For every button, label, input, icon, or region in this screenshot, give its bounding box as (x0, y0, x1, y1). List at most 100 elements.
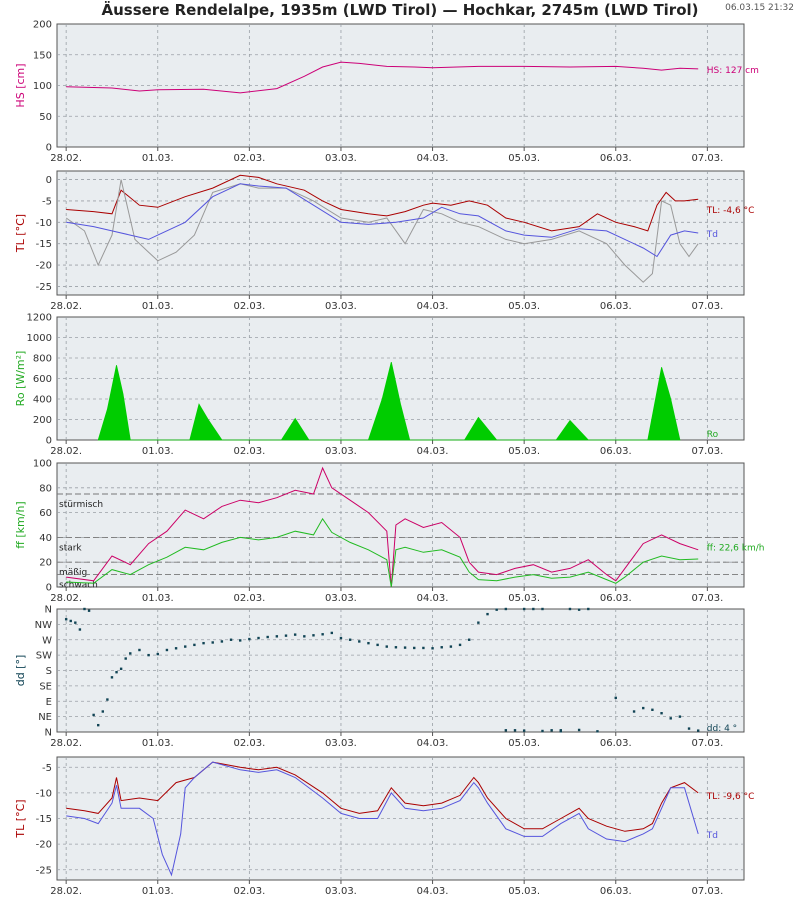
y-axis-label: ff [km/h] (14, 501, 27, 548)
y-tick-label: 80 (39, 483, 52, 494)
threshold-label: stark (59, 543, 82, 553)
y-tick-label: 0 (46, 436, 52, 447)
x-tick-label: 03.03. (325, 301, 357, 312)
data-point (174, 647, 178, 650)
y-tick-label: -10 (36, 788, 52, 799)
line-series-0 (66, 466, 699, 588)
series-end-label: TL: -4,6 °C (706, 206, 755, 216)
y-axis-label: HS [cm] (14, 63, 27, 107)
line-series-0 (66, 174, 699, 232)
line-series-1 (65, 179, 699, 283)
x-tick-label: 28.02. (50, 738, 82, 749)
x-tick-label: 03.03. (325, 593, 357, 604)
data-point (642, 706, 645, 710)
data-point (468, 638, 471, 641)
series-end-label: dd: 4 ° (707, 724, 737, 734)
data-point (495, 608, 498, 611)
y-tick-label: NW (35, 620, 52, 631)
series-end-label: Ro (707, 430, 719, 440)
data-point (138, 648, 141, 652)
y-tick-label: -5 (42, 196, 52, 207)
y-tick-label: N (45, 728, 52, 739)
y-tick-label: -25 (36, 282, 52, 293)
x-tick-label: 07.03. (691, 738, 723, 749)
series-end-label: HS: 127 cm (707, 66, 759, 76)
plot-area-3 (56, 462, 745, 588)
x-tick-label: 28.02. (50, 153, 82, 164)
y-tick-label: SW (36, 651, 52, 662)
threshold-label: mäßig (59, 568, 87, 578)
data-point (541, 729, 544, 733)
data-point (632, 710, 636, 713)
y-tick-label: 200 (33, 20, 52, 31)
data-point (119, 667, 123, 670)
data-point (87, 609, 91, 612)
data-point (413, 646, 416, 650)
y-tick-label: W (42, 635, 52, 646)
data-point (651, 708, 654, 711)
data-point (486, 612, 489, 616)
data-point (165, 648, 169, 652)
y-tick-label: S (46, 666, 52, 677)
y-axis-label: Ro [W/m²] (14, 351, 27, 407)
x-tick-label: 05.03. (508, 886, 540, 897)
y-tick-label: -25 (36, 865, 52, 876)
x-tick-label: 03.03. (325, 886, 357, 897)
data-point (106, 698, 109, 701)
data-point (69, 619, 72, 623)
data-point (577, 608, 581, 611)
series-label-td: Td (706, 831, 718, 841)
series-label-td: Td (706, 230, 718, 240)
data-point (385, 645, 388, 648)
y-tick-label: 0 (46, 143, 52, 154)
data-point (367, 641, 370, 645)
x-tick-label: 06.03. (600, 886, 632, 897)
y-tick-label: 1200 (27, 313, 52, 324)
y-tick-label: 100 (33, 459, 52, 470)
y-tick-label: 600 (33, 374, 52, 385)
data-point (568, 607, 572, 611)
line-series-0 (66, 761, 699, 832)
x-tick-label: 04.03. (417, 738, 449, 749)
data-point (422, 646, 425, 650)
y-axis-label: dd [°] (14, 655, 27, 687)
data-point (97, 723, 100, 727)
y-tick-label: SE (39, 681, 52, 692)
threshold-label: stürmisch (59, 500, 103, 510)
data-point (339, 636, 343, 640)
line-series-2 (66, 183, 699, 258)
y-tick-label: 100 (33, 81, 52, 92)
x-tick-label: 04.03. (417, 593, 449, 604)
x-tick-label: 01.03. (142, 301, 174, 312)
y-tick-label: 800 (33, 354, 52, 365)
line-series-1 (66, 517, 699, 588)
data-point (202, 641, 205, 645)
x-tick-label: 04.03. (417, 153, 449, 164)
series-end-label: TL: -9,6 °C (706, 792, 755, 802)
data-point (577, 728, 581, 732)
y-tick-label: 1000 (27, 333, 52, 344)
x-tick-label: 03.03. (325, 738, 357, 749)
x-tick-label: 01.03. (142, 886, 174, 897)
x-tick-label: 01.03. (142, 446, 174, 457)
data-point (504, 607, 508, 611)
y-tick-label: N (45, 605, 52, 616)
x-tick-label: 07.03. (691, 446, 723, 457)
data-point (596, 730, 599, 733)
x-tick-label: 02.03. (233, 738, 265, 749)
threshold-label: schwach (59, 581, 98, 591)
data-point (348, 638, 352, 641)
data-point (74, 621, 77, 624)
data-point (330, 631, 333, 635)
x-tick-label: 01.03. (142, 153, 174, 164)
x-tick-label: 02.03. (233, 301, 265, 312)
x-tick-label: 28.02. (50, 301, 82, 312)
x-tick-label: 02.03. (233, 593, 265, 604)
data-point (321, 633, 324, 636)
data-point (193, 643, 196, 647)
data-point (156, 652, 159, 656)
data-point (376, 643, 379, 647)
y-tick-label: 20 (39, 558, 52, 569)
x-tick-label: 04.03. (417, 446, 449, 457)
